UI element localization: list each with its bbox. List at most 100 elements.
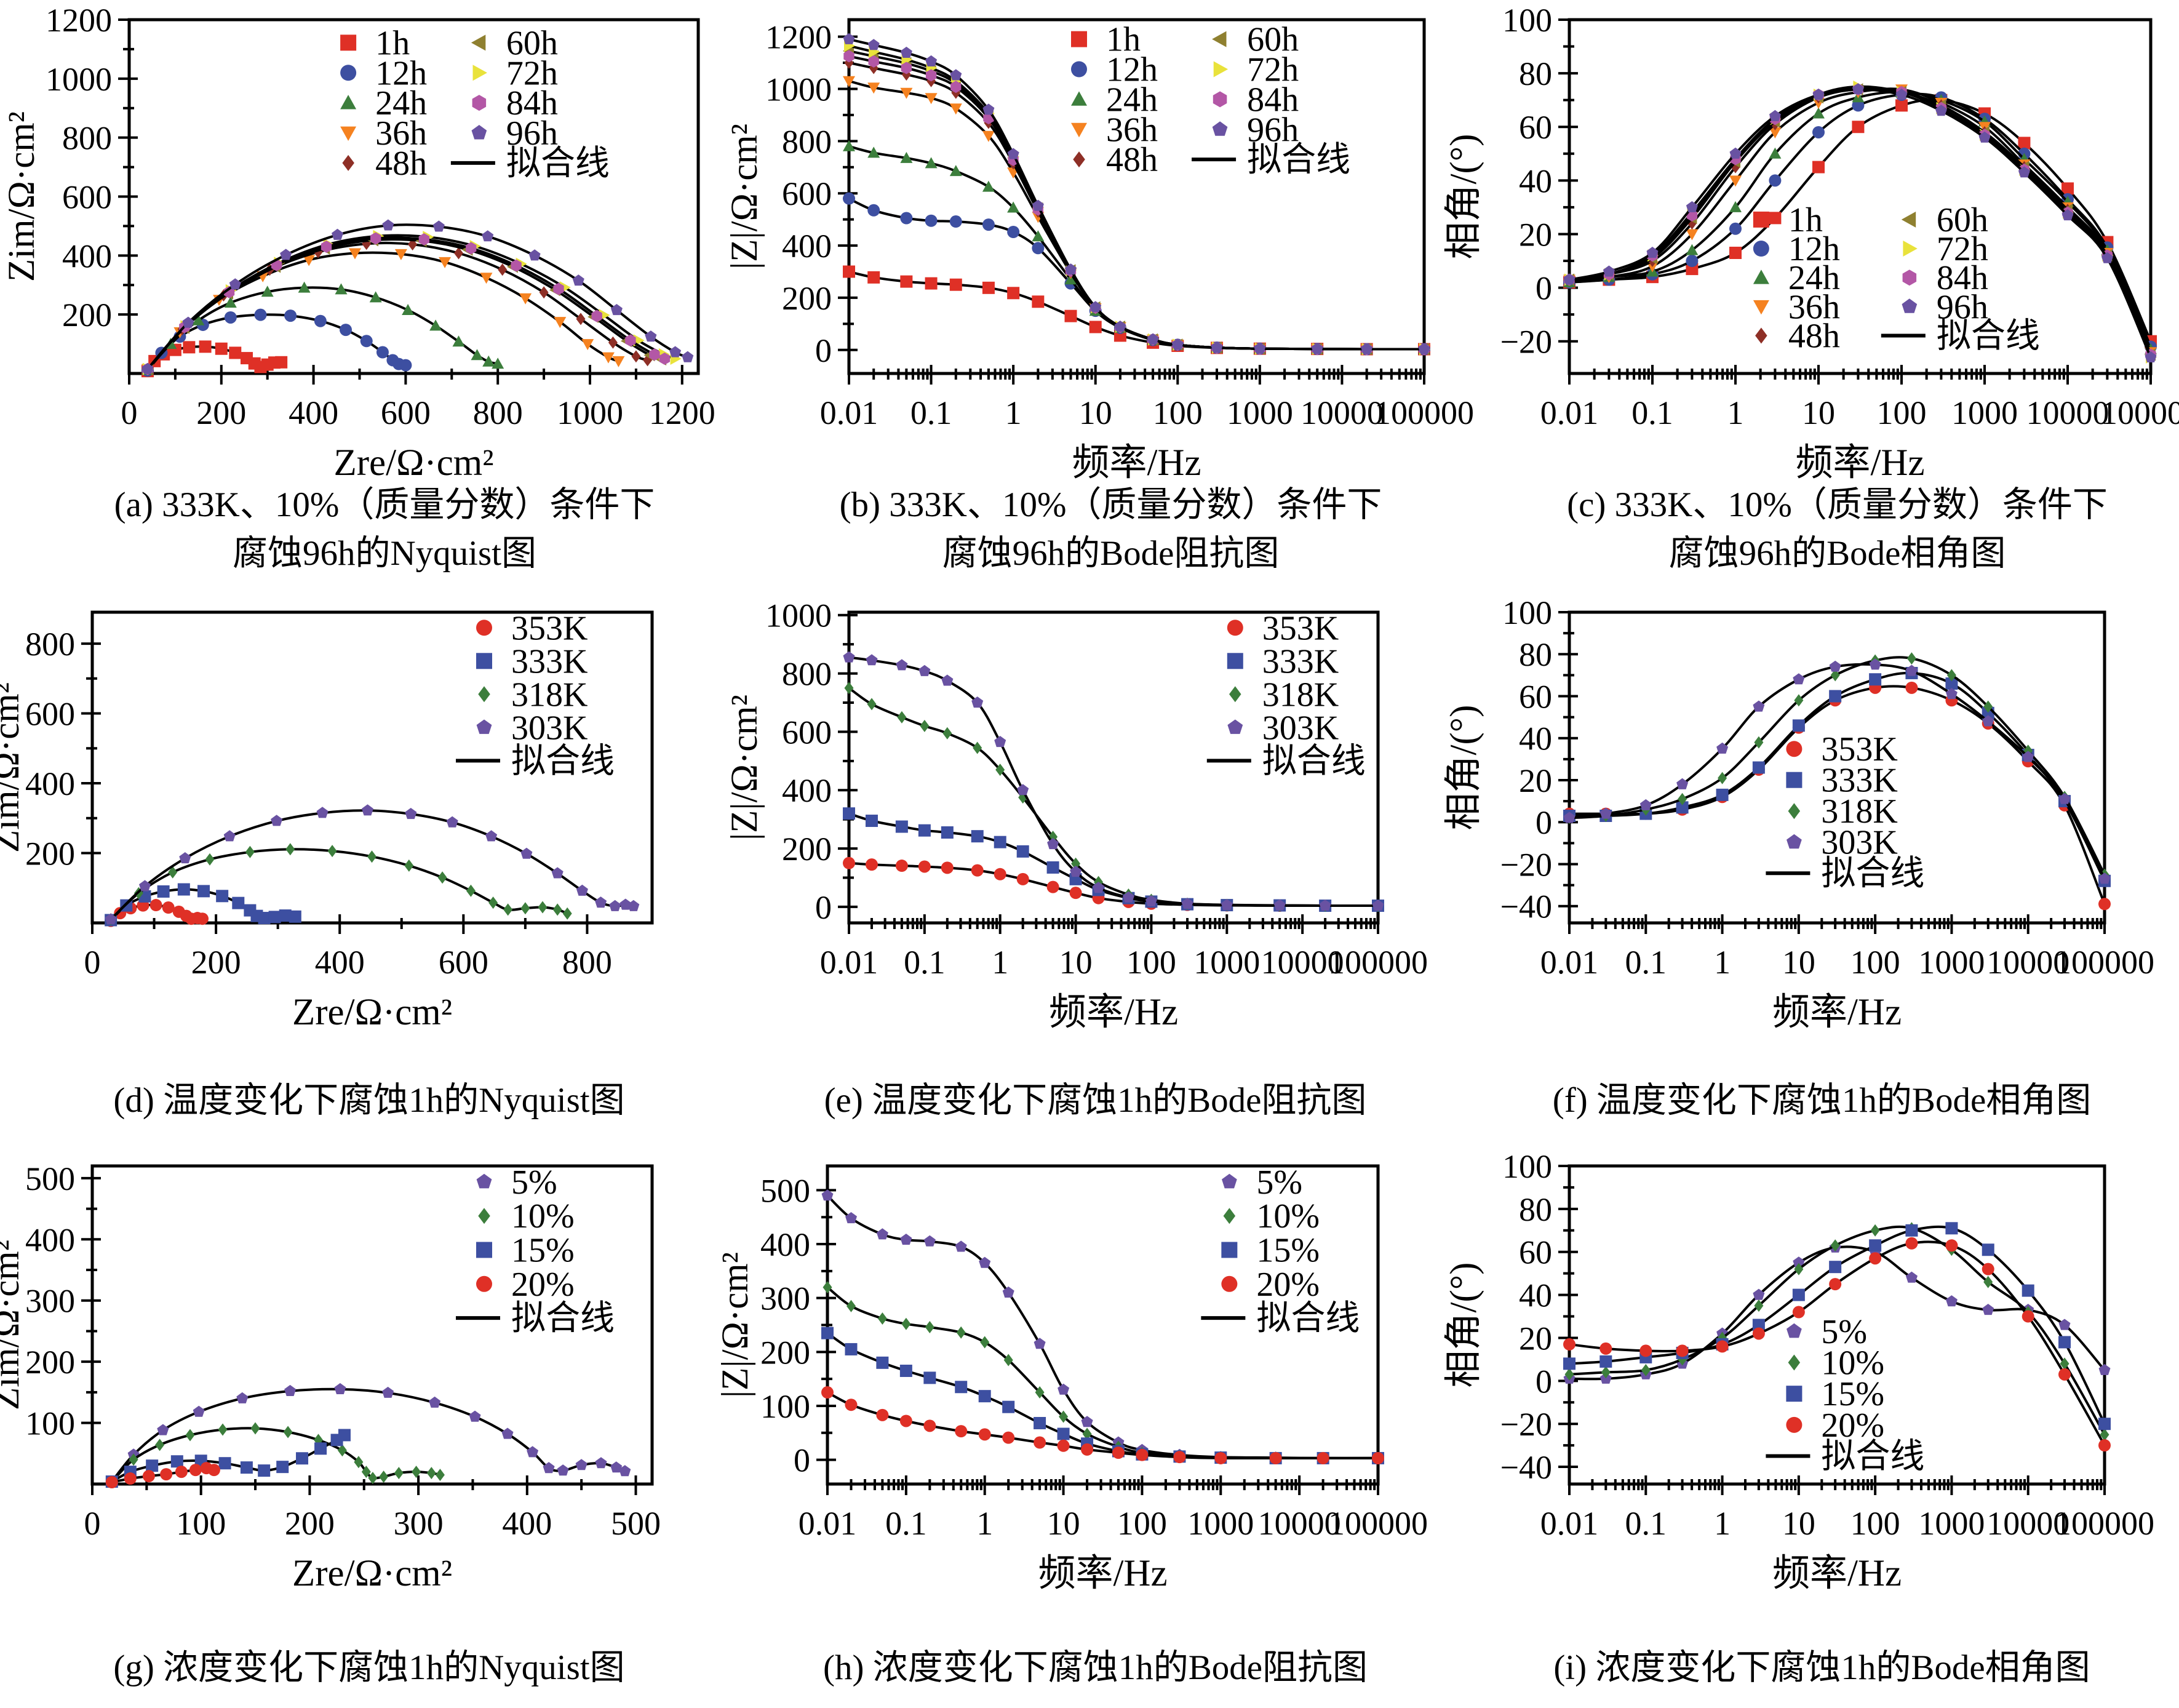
subplot-g: 0 100 200 300 400 500 Zre/Ω·cm² 100 200 300 400 500… (0, 1138, 726, 1708)
svg-text:100: 100 (1850, 1505, 1900, 1542)
series-318K (106, 843, 572, 926)
svg-text:20%: 20% (511, 1266, 575, 1304)
svg-text:拟合线: 拟合线 (1262, 742, 1366, 780)
y-axis: 0 200 400 600 800 1000 |Z|/Ω·cm² (724, 597, 858, 926)
svg-text:−40: −40 (1500, 1449, 1552, 1486)
subplot-h: 0.01 0.1 1 10 100 1000 10000 100000 频率/Hz 0 100 200… (715, 1138, 1452, 1708)
series-15% (821, 1327, 1384, 1464)
caption-c: (c) 333K、10%（质量分数）条件下 腐蚀96h的Bode相角图 (1452, 481, 2179, 578)
svg-text:40: 40 (1519, 1277, 1552, 1314)
svg-text:−40: −40 (1500, 888, 1552, 925)
svg-text:1: 1 (1727, 394, 1744, 431)
caption-b-line2: 腐蚀96h的Bode阻抗图 (942, 533, 1280, 573)
svg-text:1: 1 (1714, 944, 1731, 981)
svg-text:48h: 48h (1788, 317, 1840, 355)
svg-text:5%: 5% (1821, 1313, 1867, 1351)
caption-h-line1: (h) 浓度变化下腐蚀1h的Bode阻抗图 (823, 1648, 1368, 1687)
legend: 5%10%15%20%拟合线 (1201, 1163, 1360, 1338)
series-20% (1563, 1237, 2111, 1452)
svg-text:800: 800 (62, 120, 112, 157)
svg-text:48h: 48h (375, 145, 427, 183)
series-96h (1563, 83, 2157, 362)
svg-text:10: 10 (1079, 394, 1112, 431)
svg-text:|Z|/Ω·cm²: |Z|/Ω·cm² (715, 1252, 756, 1398)
svg-text:1200: 1200 (46, 2, 112, 39)
svg-text:频率/Hz: 频率/Hz (1772, 992, 1902, 1033)
chart-i-bode-phase: 0.01 0.1 1 10 100 1000 10000100000频率/Hz−40−200… (1443, 1148, 2154, 1594)
series-20% (821, 1386, 1384, 1464)
svg-text:84h: 84h (506, 84, 558, 122)
svg-text:0: 0 (1536, 804, 1552, 841)
x-axis: 0 200 400 600 800 Zre/Ω·cm² (84, 914, 612, 1033)
svg-text:0: 0 (84, 1505, 101, 1542)
svg-text:0.1: 0.1 (1625, 944, 1667, 981)
svg-text:20: 20 (1519, 762, 1552, 799)
svg-text:200: 200 (25, 1344, 75, 1381)
svg-text:频率/Hz: 频率/Hz (1072, 442, 1201, 484)
svg-text:0: 0 (84, 944, 101, 981)
svg-text:400: 400 (315, 944, 365, 981)
series-84h (142, 232, 670, 375)
svg-text:600: 600 (62, 179, 112, 216)
svg-text:相角/(°): 相角/(°) (1443, 134, 1484, 260)
svg-text:400: 400 (289, 394, 338, 431)
svg-text:100000: 100000 (2101, 394, 2179, 431)
svg-text:10000: 10000 (1261, 944, 1344, 981)
svg-text:频率/Hz: 频率/Hz (1795, 442, 1924, 484)
svg-text:1: 1 (1714, 1505, 1731, 1542)
svg-text:10: 10 (1802, 394, 1835, 431)
svg-text:拟合线: 拟合线 (1821, 1438, 1924, 1476)
svg-text:0: 0 (1536, 270, 1552, 307)
svg-text:200: 200 (782, 280, 832, 317)
svg-text:1h: 1h (1106, 21, 1141, 59)
plot-frame (1568, 610, 2106, 925)
plot-frame (1568, 1164, 2106, 1486)
svg-text:12h: 12h (1106, 51, 1158, 89)
svg-text:拟合线: 拟合线 (506, 145, 610, 183)
svg-text:Zim/Ω·cm²: Zim/Ω·cm² (0, 1240, 27, 1410)
y-axis: 200 400 600 800 Zim/Ω·cm² (0, 626, 101, 872)
svg-text:60h: 60h (506, 24, 558, 62)
svg-text:100000: 100000 (2055, 944, 2154, 981)
svg-text:333K: 333K (511, 642, 588, 680)
svg-text:800: 800 (25, 626, 75, 663)
caption-g: (g) 浓度变化下腐蚀1h的Nyquist图 (0, 1644, 726, 1693)
series-1h (843, 265, 1430, 356)
plot-frame (847, 610, 1380, 925)
svg-text:100: 100 (1153, 394, 1203, 431)
svg-text:1000: 1000 (1951, 394, 2018, 431)
series-353K (843, 856, 1384, 912)
svg-text:318K: 318K (1821, 792, 1897, 831)
svg-text:36h: 36h (1106, 111, 1158, 149)
svg-text:800: 800 (782, 656, 832, 693)
svg-text:1000: 1000 (1227, 394, 1293, 431)
svg-text:200: 200 (760, 1334, 810, 1371)
plot-frame (1568, 18, 2153, 375)
svg-text:1000: 1000 (765, 71, 832, 108)
svg-text:20%: 20% (1821, 1407, 1884, 1445)
svg-text:84h: 84h (1247, 81, 1299, 119)
svg-text:频率/Hz: 频率/Hz (1049, 992, 1178, 1033)
svg-text:Zre/Ω·cm²: Zre/Ω·cm² (292, 992, 452, 1033)
svg-text:频率/Hz: 频率/Hz (1038, 1553, 1167, 1594)
subplot-e: 0.01 0.1 1 10 100 1000 10000 100000 频率/Hz 0 200 400… (724, 585, 1452, 1138)
svg-text:1: 1 (992, 944, 1008, 981)
svg-text:100: 100 (1850, 944, 1900, 981)
svg-text:1000: 1000 (1918, 1505, 1985, 1542)
svg-text:12h: 12h (375, 54, 427, 92)
svg-text:0.01: 0.01 (799, 1505, 857, 1542)
y-axis: −40 −20 0 20 40 60 80 100 相角/(°) (1443, 594, 1578, 925)
svg-text:0: 0 (121, 394, 138, 431)
series-96h (141, 219, 694, 374)
svg-text:1h: 1h (1788, 201, 1823, 239)
svg-text:500: 500 (760, 1172, 810, 1209)
svg-text:拟合线: 拟合线 (1256, 1299, 1360, 1338)
series-1h (141, 340, 288, 378)
svg-text:20%: 20% (1256, 1266, 1320, 1304)
svg-text:0.01: 0.01 (820, 944, 878, 981)
svg-text:10%: 10% (511, 1197, 575, 1235)
